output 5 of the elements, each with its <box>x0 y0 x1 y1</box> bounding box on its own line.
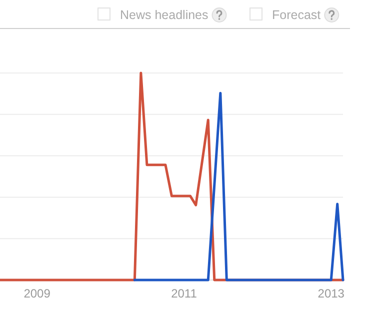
x-tick-label: 2009 <box>24 286 51 301</box>
x-tick-label: 2011 <box>171 286 198 301</box>
text: News headlines <box>120 8 208 22</box>
text: Forecast <box>272 8 322 22</box>
x-tick-label: 2013 <box>318 286 345 301</box>
